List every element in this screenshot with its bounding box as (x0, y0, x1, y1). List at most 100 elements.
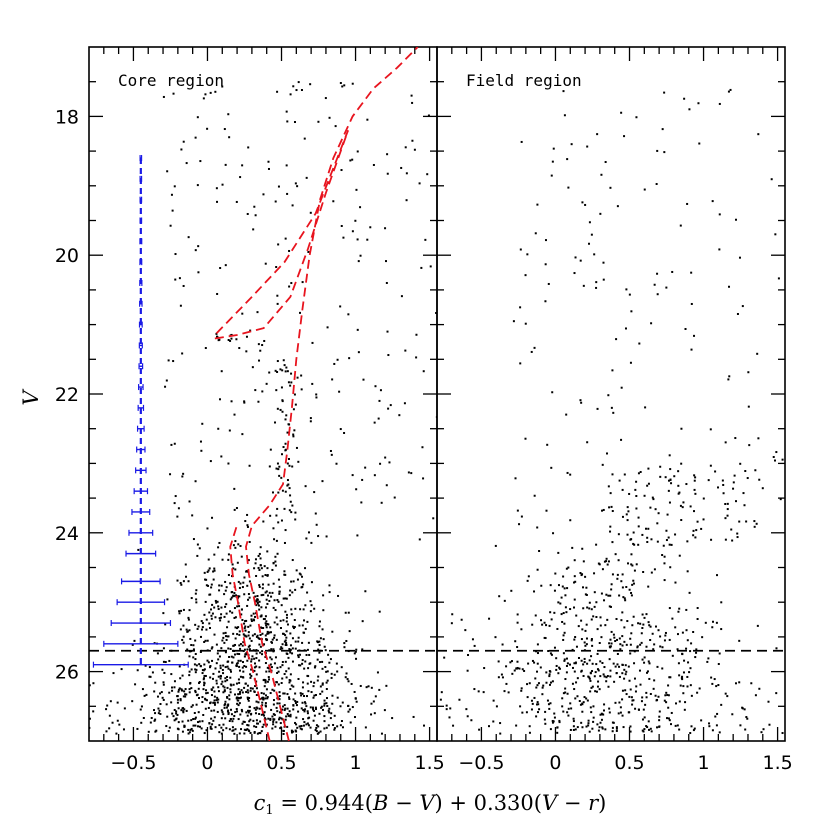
star-point (230, 713, 233, 716)
star-point (294, 518, 297, 521)
star-point (423, 724, 426, 727)
star-point (224, 580, 227, 583)
star-point (289, 589, 292, 592)
star-point (632, 542, 635, 545)
star-point (234, 643, 237, 646)
star-point (385, 484, 388, 487)
star-point (210, 688, 213, 691)
star-point (270, 666, 273, 669)
star-point (249, 689, 252, 692)
star-point (351, 706, 354, 709)
star-point (299, 664, 302, 667)
star-point (206, 127, 209, 130)
star-point (337, 594, 340, 597)
star-point (551, 680, 554, 683)
star-point (676, 648, 679, 651)
star-point (300, 575, 303, 578)
star-point (203, 663, 206, 666)
star-point (209, 608, 212, 611)
star-point (304, 660, 307, 663)
star-point (217, 675, 220, 678)
star-point (286, 484, 289, 487)
star-point (587, 719, 590, 722)
star-point (230, 596, 233, 599)
star-point (321, 480, 324, 483)
star-point (253, 707, 256, 710)
star-point (590, 608, 593, 611)
star-point (215, 335, 218, 338)
star-point (515, 667, 518, 670)
star-point (227, 647, 230, 650)
star-point (265, 639, 268, 642)
star-point (255, 687, 258, 690)
star-point (219, 667, 222, 670)
star-point (564, 691, 567, 694)
star-point (224, 677, 227, 680)
star-point (249, 676, 252, 679)
star-point (642, 708, 645, 711)
star-point (196, 116, 199, 119)
star-point (153, 642, 156, 645)
star-point (318, 661, 321, 664)
star-point (370, 702, 373, 705)
star-point (271, 638, 274, 641)
star-point (253, 669, 256, 672)
star-point (285, 676, 288, 679)
star-point (162, 660, 165, 663)
star-point (249, 673, 252, 676)
star-point (582, 663, 585, 666)
star-point (264, 574, 267, 577)
star-point (225, 706, 228, 709)
star-point (294, 182, 297, 185)
star-point (656, 149, 659, 152)
star-point (391, 717, 394, 720)
star-point (580, 659, 583, 662)
star-point (272, 527, 275, 530)
star-point (333, 714, 336, 717)
star-point (238, 697, 241, 700)
star-point (622, 726, 625, 729)
star-point (300, 89, 303, 92)
star-point (767, 700, 770, 703)
star-point (187, 236, 190, 239)
star-point (551, 721, 554, 724)
star-point (267, 167, 270, 170)
star-point (167, 359, 170, 362)
star-point (711, 200, 714, 203)
star-point (288, 487, 291, 490)
star-point (234, 693, 237, 696)
star-point (224, 666, 227, 669)
star-point (248, 596, 251, 599)
star-point (557, 551, 560, 554)
star-point (263, 714, 266, 717)
star-point (573, 662, 576, 665)
star-point (288, 696, 291, 699)
star-point (678, 607, 681, 610)
star-point (592, 716, 595, 719)
star-point (270, 595, 273, 598)
star-point (561, 585, 564, 588)
star-point (291, 204, 294, 207)
star-point (331, 378, 334, 381)
star-point (209, 593, 212, 596)
star-point (255, 635, 258, 638)
star-point (257, 604, 260, 607)
star-point (109, 700, 112, 703)
star-point (277, 468, 280, 471)
star-point (593, 591, 596, 594)
star-point (261, 583, 264, 586)
star-point (326, 326, 329, 329)
star-point (205, 689, 208, 692)
star-point (775, 451, 778, 454)
star-point (646, 670, 649, 673)
star-point (271, 491, 274, 494)
star-point (159, 692, 162, 695)
star-point (353, 652, 356, 655)
star-point (272, 720, 275, 723)
star-point (608, 711, 611, 714)
star-point (379, 389, 382, 392)
star-point (351, 474, 354, 477)
star-point (241, 433, 244, 436)
star-point (324, 97, 327, 100)
star-point (330, 672, 333, 675)
